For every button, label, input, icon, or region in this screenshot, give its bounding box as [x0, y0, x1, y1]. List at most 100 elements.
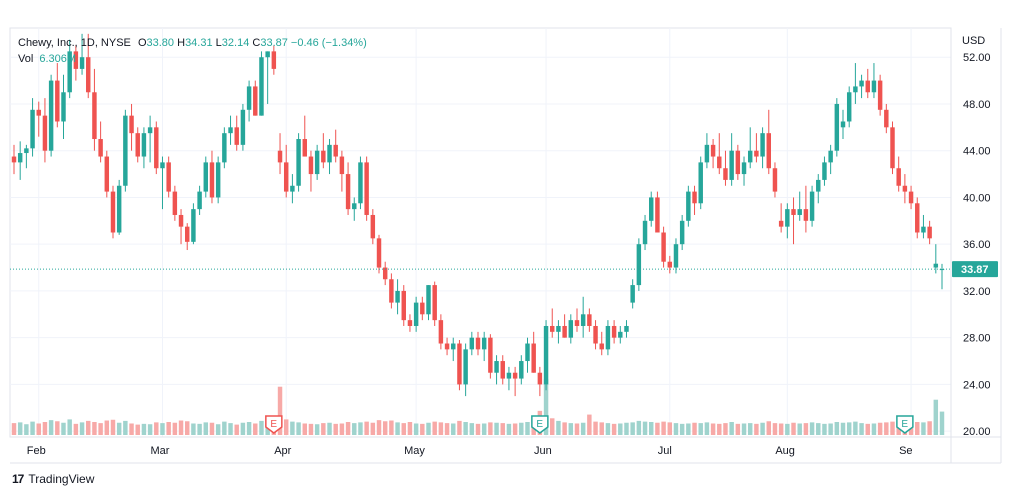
candle-body	[723, 168, 728, 180]
candle-body	[512, 372, 518, 379]
volume-bar	[382, 421, 388, 435]
candle-body	[908, 191, 914, 204]
y-tick-label: 36.00	[963, 239, 991, 251]
candle-body	[531, 343, 536, 373]
volume-bar	[506, 423, 512, 435]
candle-body	[296, 139, 301, 186]
volume-bar	[877, 422, 883, 435]
volume-bar	[624, 422, 629, 435]
candle-body	[358, 162, 363, 204]
volume-bar	[500, 423, 505, 435]
candle-body	[747, 150, 753, 163]
candle-body	[457, 343, 462, 385]
candle-body	[475, 337, 481, 350]
candle-body	[550, 325, 555, 332]
candle-body	[611, 325, 617, 338]
earnings-marker-icon[interactable]: E	[531, 415, 549, 434]
tradingview-logo-icon: 17	[12, 472, 24, 486]
candle-body	[203, 162, 209, 192]
volume-bar	[364, 421, 369, 435]
candle-body	[692, 191, 697, 204]
volume-bar	[191, 423, 196, 435]
volume-bar	[556, 420, 561, 435]
volume-bar	[61, 422, 66, 435]
volume-bar	[314, 424, 320, 435]
candle-body	[871, 80, 877, 93]
volume-bar	[444, 423, 450, 435]
candle-body	[283, 162, 289, 192]
volume-bar	[203, 422, 209, 435]
candle-body	[166, 162, 171, 192]
candle-body	[333, 144, 338, 157]
volume-bar	[766, 421, 772, 435]
candle-body	[846, 92, 852, 122]
volume-bar	[73, 423, 79, 435]
candle-body	[772, 168, 778, 192]
volume-bar	[890, 421, 895, 435]
earnings-marker-icon[interactable]: E	[896, 415, 914, 434]
candle-body	[618, 331, 623, 338]
candle-body	[172, 191, 178, 215]
candle-body	[438, 320, 444, 344]
candle-body	[834, 103, 840, 151]
volume-bar	[457, 420, 462, 435]
candle-body	[184, 226, 190, 242]
volume-bar	[908, 423, 914, 435]
candle-body	[853, 86, 858, 93]
candle-body	[339, 156, 345, 175]
volume-bar	[116, 422, 122, 435]
candle-body	[463, 349, 468, 385]
volume-bar	[42, 422, 48, 435]
candle-body	[228, 127, 233, 134]
high-label: H	[177, 37, 186, 49]
candle-body	[407, 320, 413, 326]
candle-body	[302, 139, 308, 157]
axes: 20.00 24.00 28.00 32.00 36.00 40.00 44.00 48.00…	[10, 28, 1002, 464]
candle-body	[209, 162, 215, 198]
candle-body	[116, 185, 122, 233]
tradingview-brand[interactable]: 17 TradingView	[12, 472, 94, 486]
volume-bar	[11, 423, 17, 435]
candle-body	[587, 314, 592, 326]
volume-bar	[321, 423, 326, 435]
volume-bar	[648, 422, 654, 435]
volume-bar	[277, 386, 283, 435]
volume-bar	[339, 423, 345, 435]
candle-body	[444, 343, 450, 350]
volume-bar	[593, 421, 598, 435]
candle-body	[197, 191, 202, 210]
volume-bar	[420, 423, 425, 435]
x-tick-label: Mar	[150, 445, 169, 457]
candle-body	[500, 361, 505, 379]
candle-body	[308, 156, 314, 175]
volume-bar	[927, 421, 932, 435]
last-price-tag	[952, 261, 998, 278]
candle-body	[321, 150, 326, 163]
candle-body	[741, 162, 747, 175]
volume-bar	[791, 422, 796, 435]
volume-label: Vol	[18, 53, 34, 65]
volume-bar	[580, 422, 586, 435]
candle-body	[717, 156, 722, 169]
volume-bar	[605, 423, 611, 435]
grid	[9, 27, 952, 438]
candle-body	[729, 150, 734, 180]
candle-body	[79, 57, 85, 69]
volume-bar	[92, 422, 97, 435]
candle-body	[506, 372, 512, 379]
candle-body	[580, 314, 586, 326]
candle-body	[234, 127, 239, 145]
earnings-marker-icon[interactable]: E	[265, 415, 283, 434]
candle-body	[141, 133, 147, 157]
candle-body	[494, 361, 499, 373]
candle-body	[754, 150, 759, 157]
candle-body	[352, 203, 357, 210]
volume-bar	[135, 424, 140, 435]
candle-body	[859, 80, 864, 87]
candle-body	[160, 162, 165, 169]
candle-body	[593, 325, 598, 344]
volume-bar	[686, 423, 691, 435]
volume-bar	[698, 423, 703, 435]
